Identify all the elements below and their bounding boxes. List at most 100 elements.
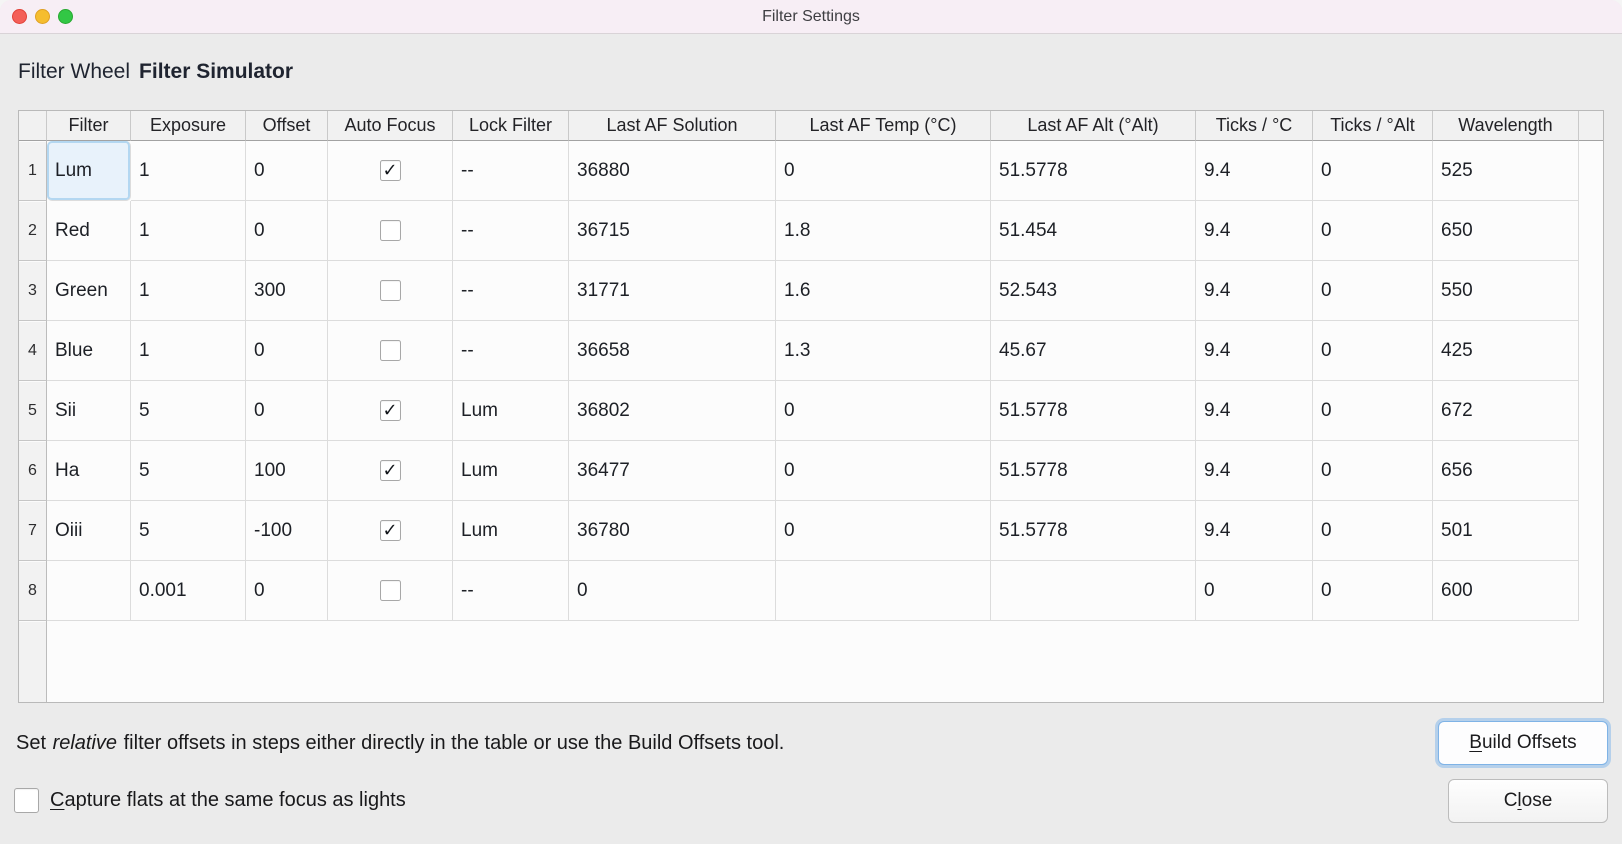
row-7-lock-filter-cell[interactable]: Lum xyxy=(453,501,569,561)
row-4-header[interactable]: 4 xyxy=(19,321,47,381)
row-6-exposure-cell[interactable]: 5 xyxy=(131,441,246,501)
column-header-filter[interactable]: Filter xyxy=(47,111,131,141)
row-6-last-af-alt-cell[interactable]: 51.5778 xyxy=(991,441,1196,501)
row-5-last-af-temp-cell[interactable]: 0 xyxy=(776,381,991,441)
row-6-filter-cell[interactable]: Ha xyxy=(47,441,131,501)
row-4-last-af-solution-cell[interactable]: 36658 xyxy=(569,321,776,381)
close-window-icon[interactable] xyxy=(12,9,27,24)
row-3-auto-focus-checkbox[interactable] xyxy=(379,280,401,301)
row-8-last-af-temp-cell[interactable] xyxy=(776,561,991,621)
row-4-last-af-alt-cell[interactable]: 45.67 xyxy=(991,321,1196,381)
row-8-ticks-per-alt-cell[interactable]: 0 xyxy=(1313,561,1433,621)
row-8-wavelength-cell[interactable]: 600 xyxy=(1433,561,1579,621)
row-2-ticks-per-c-cell[interactable]: 9.4 xyxy=(1196,201,1313,261)
build-offsets-button[interactable]: Build Offsets xyxy=(1438,721,1608,765)
row-4-last-af-temp-cell[interactable]: 1.3 xyxy=(776,321,991,381)
row-6-header[interactable]: 6 xyxy=(19,441,47,501)
row-3-lock-filter-cell[interactable]: -- xyxy=(453,261,569,321)
row-3-exposure-cell[interactable]: 1 xyxy=(131,261,246,321)
row-5-last-af-solution-cell[interactable]: 36802 xyxy=(569,381,776,441)
row-6-lock-filter-cell[interactable]: Lum xyxy=(453,441,569,501)
row-1-lock-filter-cell[interactable]: -- xyxy=(453,141,569,201)
row-1-last-af-temp-cell[interactable]: 0 xyxy=(776,141,991,201)
row-4-ticks-per-c-cell[interactable]: 9.4 xyxy=(1196,321,1313,381)
row-2-auto-focus-checkbox[interactable] xyxy=(379,220,401,241)
row-1-last-af-alt-cell[interactable]: 51.5778 xyxy=(991,141,1196,201)
row-3-wavelength-cell[interactable]: 550 xyxy=(1433,261,1579,321)
row-8-filter-cell[interactable] xyxy=(47,561,131,621)
row-8-last-af-alt-cell[interactable] xyxy=(991,561,1196,621)
row-3-filter-cell[interactable]: Green xyxy=(47,261,131,321)
row-7-ticks-per-alt-cell[interactable]: 0 xyxy=(1313,501,1433,561)
row-6-ticks-per-c-cell[interactable]: 9.4 xyxy=(1196,441,1313,501)
row-2-offset-cell[interactable]: 0 xyxy=(246,201,328,261)
row-8-last-af-solution-cell[interactable]: 0 xyxy=(569,561,776,621)
row-5-filter-cell[interactable]: Sii xyxy=(47,381,131,441)
column-header-last-af-solution[interactable]: Last AF Solution xyxy=(569,111,776,141)
row-1-exposure-cell[interactable]: 1 xyxy=(131,141,246,201)
row-7-last-af-solution-cell[interactable]: 36780 xyxy=(569,501,776,561)
row-7-filter-cell[interactable]: Oiii xyxy=(47,501,131,561)
row-8-header[interactable]: 8 xyxy=(19,561,47,621)
row-3-offset-cell[interactable]: 300 xyxy=(246,261,328,321)
column-header-lock-filter[interactable]: Lock Filter xyxy=(453,111,569,141)
row-7-last-af-temp-cell[interactable]: 0 xyxy=(776,501,991,561)
row-7-ticks-per-c-cell[interactable]: 9.4 xyxy=(1196,501,1313,561)
row-4-auto-focus-checkbox[interactable] xyxy=(379,340,401,361)
row-1-offset-cell[interactable]: 0 xyxy=(246,141,328,201)
row-3-last-af-temp-cell[interactable]: 1.6 xyxy=(776,261,991,321)
column-header-ticks-per-c[interactable]: Ticks / °C xyxy=(1196,111,1313,141)
column-header-wavelength[interactable]: Wavelength xyxy=(1433,111,1579,141)
row-7-header[interactable]: 7 xyxy=(19,501,47,561)
row-6-wavelength-cell[interactable]: 656 xyxy=(1433,441,1579,501)
row-1-ticks-per-alt-cell[interactable]: 0 xyxy=(1313,141,1433,201)
row-7-auto-focus-checkbox[interactable] xyxy=(379,520,401,541)
row-4-lock-filter-cell[interactable]: -- xyxy=(453,321,569,381)
row-1-wavelength-cell[interactable]: 525 xyxy=(1433,141,1579,201)
row-8-lock-filter-cell[interactable]: -- xyxy=(453,561,569,621)
column-header-ticks-per-alt[interactable]: Ticks / °Alt xyxy=(1313,111,1433,141)
row-5-exposure-cell[interactable]: 5 xyxy=(131,381,246,441)
row-5-last-af-alt-cell[interactable]: 51.5778 xyxy=(991,381,1196,441)
column-header-last-af-temp[interactable]: Last AF Temp (°C) xyxy=(776,111,991,141)
row-1-last-af-solution-cell[interactable]: 36880 xyxy=(569,141,776,201)
row-5-header[interactable]: 5 xyxy=(19,381,47,441)
row-5-ticks-per-alt-cell[interactable]: 0 xyxy=(1313,381,1433,441)
capture-flats-label[interactable]: Capture flats at the same focus as light… xyxy=(50,789,406,812)
row-2-last-af-alt-cell[interactable]: 51.454 xyxy=(991,201,1196,261)
minimize-window-icon[interactable] xyxy=(35,9,50,24)
column-header-auto-focus[interactable]: Auto Focus xyxy=(328,111,453,141)
row-3-last-af-solution-cell[interactable]: 31771 xyxy=(569,261,776,321)
row-2-exposure-cell[interactable]: 1 xyxy=(131,201,246,261)
row-1-header[interactable]: 1 xyxy=(19,141,47,201)
row-6-last-af-temp-cell[interactable]: 0 xyxy=(776,441,991,501)
row-6-last-af-solution-cell[interactable]: 36477 xyxy=(569,441,776,501)
column-header-exposure[interactable]: Exposure xyxy=(131,111,246,141)
row-3-header[interactable]: 3 xyxy=(19,261,47,321)
row-2-lock-filter-cell[interactable]: -- xyxy=(453,201,569,261)
row-3-ticks-per-c-cell[interactable]: 9.4 xyxy=(1196,261,1313,321)
row-1-auto-focus-checkbox[interactable] xyxy=(379,160,401,181)
row-8-auto-focus-checkbox[interactable] xyxy=(379,580,401,601)
row-3-ticks-per-alt-cell[interactable]: 0 xyxy=(1313,261,1433,321)
column-header-last-af-alt[interactable]: Last AF Alt (°Alt) xyxy=(991,111,1196,141)
row-8-ticks-per-c-cell[interactable]: 0 xyxy=(1196,561,1313,621)
row-2-header[interactable]: 2 xyxy=(19,201,47,261)
row-5-wavelength-cell[interactable]: 672 xyxy=(1433,381,1579,441)
row-4-exposure-cell[interactable]: 1 xyxy=(131,321,246,381)
row-7-offset-cell[interactable]: -100 xyxy=(246,501,328,561)
row-5-auto-focus-checkbox[interactable] xyxy=(379,400,401,421)
row-2-last-af-solution-cell[interactable]: 36715 xyxy=(569,201,776,261)
row-6-auto-focus-checkbox[interactable] xyxy=(379,460,401,481)
row-4-filter-cell[interactable]: Blue xyxy=(47,321,131,381)
row-4-ticks-per-alt-cell[interactable]: 0 xyxy=(1313,321,1433,381)
row-2-last-af-temp-cell[interactable]: 1.8 xyxy=(776,201,991,261)
row-4-offset-cell[interactable]: 0 xyxy=(246,321,328,381)
row-3-last-af-alt-cell[interactable]: 52.543 xyxy=(991,261,1196,321)
row-5-lock-filter-cell[interactable]: Lum xyxy=(453,381,569,441)
column-header-offset[interactable]: Offset xyxy=(246,111,328,141)
zoom-window-icon[interactable] xyxy=(58,9,73,24)
row-6-offset-cell[interactable]: 100 xyxy=(246,441,328,501)
row-4-wavelength-cell[interactable]: 425 xyxy=(1433,321,1579,381)
row-7-wavelength-cell[interactable]: 501 xyxy=(1433,501,1579,561)
